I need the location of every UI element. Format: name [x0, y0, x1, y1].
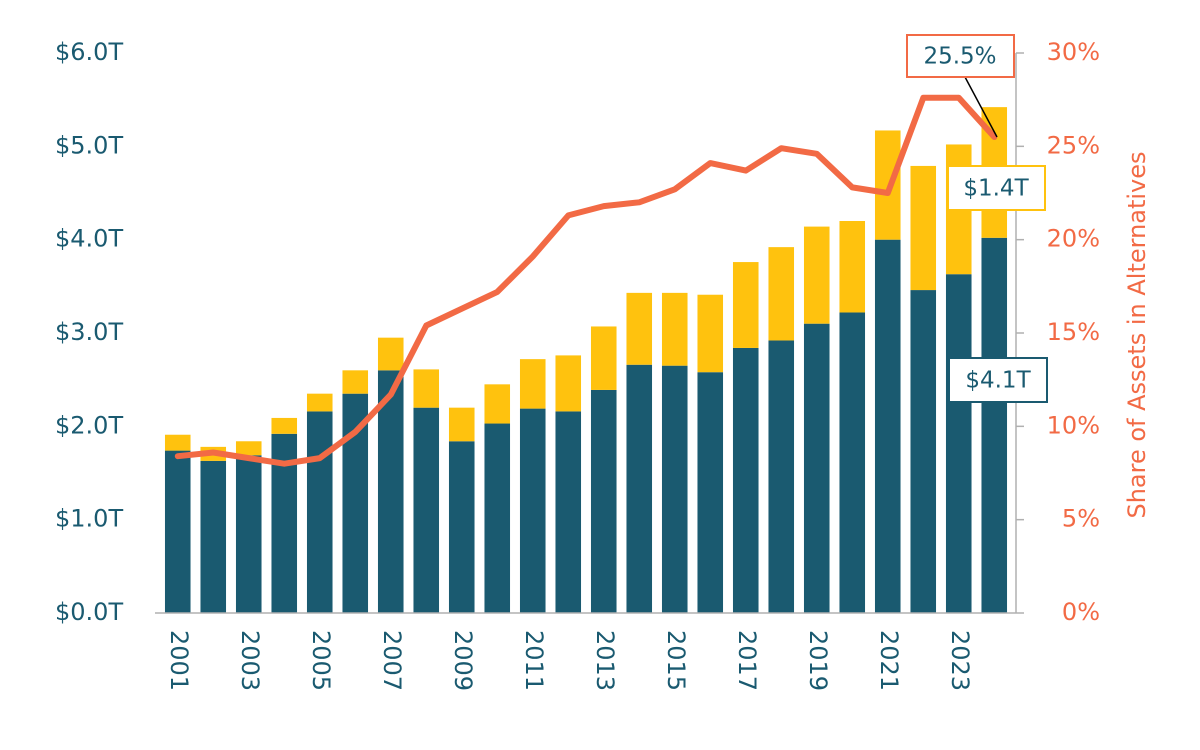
- right-axis-title: Share of Assets in Alternatives: [1123, 151, 1151, 518]
- bar-alt-2011: [519, 359, 546, 409]
- bar-alt-2005: [306, 393, 333, 412]
- x-tick-label: 2017: [733, 630, 761, 691]
- bar-base-2011: [519, 408, 546, 613]
- bottom-callout-box: [948, 357, 1048, 403]
- bar-base-2024: [981, 237, 1008, 614]
- bar-alt-2014: [626, 292, 653, 365]
- bar-alt-2020: [839, 221, 866, 313]
- left-tick-label: $0.0T: [55, 598, 123, 626]
- bar-base-2008: [413, 407, 440, 613]
- bar-base-2022: [910, 290, 937, 613]
- bar-base-2005: [306, 411, 333, 613]
- pct-callout-leader: [964, 76, 998, 138]
- share-line: [174, 94, 998, 467]
- right-tick-label: 15%: [1047, 318, 1100, 346]
- x-tick-label: 2001: [165, 630, 193, 691]
- right-tick-label: 0%: [1062, 598, 1100, 626]
- bar-base-2018: [768, 340, 795, 613]
- bar-base-2013: [590, 389, 617, 613]
- bar-alt-2019: [803, 226, 830, 324]
- bar-alt-2013: [590, 326, 617, 390]
- bar-alt-2016: [697, 294, 724, 373]
- x-tick-label: 2009: [449, 630, 477, 691]
- pct-callout-text: 25.5%: [923, 44, 996, 70]
- bar-base-2021: [874, 239, 901, 613]
- x-tick-label: 2021: [875, 630, 903, 691]
- right-tick-marks: [1016, 52, 1024, 614]
- bar-base-2014: [626, 364, 653, 613]
- right-tick-label: 10%: [1047, 411, 1100, 439]
- bar-alt-2022: [910, 165, 937, 291]
- x-tick-label: 2015: [662, 630, 690, 691]
- top-callout-text: $1.4T: [963, 176, 1029, 202]
- x-tick-label: 2007: [378, 630, 406, 691]
- pct-callout-box: [906, 34, 1015, 78]
- bar-base-2015: [661, 365, 688, 613]
- bar-base-2007: [377, 370, 404, 613]
- bar-alt-2004: [271, 417, 298, 434]
- x-tick-label: 2005: [307, 630, 335, 691]
- left-tick-label: $2.0T: [55, 411, 123, 439]
- bar-alt-2012: [555, 355, 582, 412]
- bar-base-2017: [732, 347, 759, 613]
- left-tick-label: $6.0T: [55, 38, 123, 66]
- bar-base-2001: [164, 450, 191, 613]
- bar-alt-2010: [484, 384, 511, 424]
- top-callout-box: [947, 165, 1046, 211]
- x-tick-label: 2003: [236, 630, 264, 691]
- left-tick-label: $1.0T: [55, 505, 123, 533]
- bar-alt-2009: [448, 407, 475, 442]
- x-tick-label: 2013: [591, 630, 619, 691]
- bar-base-2019: [803, 323, 830, 613]
- x-axis-labels: 2001 2003 2005 2007 2009 2011 2013 2015 2017 2019…: [165, 630, 974, 691]
- bar-base-2012: [555, 411, 582, 613]
- bar-alt-2008: [413, 369, 440, 408]
- bar-base-2003: [235, 455, 262, 613]
- left-tick-label: $5.0T: [55, 131, 123, 159]
- right-tick-label: 5%: [1062, 505, 1100, 533]
- x-tick-label: 2011: [520, 630, 548, 691]
- bar-alt-2007: [377, 337, 404, 371]
- right-axis-labels: 0% 5% 10% 15% 20% 25% 30%: [1047, 38, 1100, 626]
- right-tick-label: 30%: [1047, 38, 1100, 66]
- bar-alt-2003: [235, 441, 262, 456]
- right-tick-label: 20%: [1047, 225, 1100, 253]
- bar-alt-2006: [342, 370, 369, 394]
- line-series-group: [174, 94, 998, 467]
- right-tick-label: 25%: [1047, 131, 1100, 159]
- bar-alt-2001: [164, 434, 191, 451]
- bar-base-2002: [200, 460, 227, 613]
- bar-base-2016: [697, 372, 724, 613]
- left-tick-label: $3.0T: [55, 318, 123, 346]
- x-tick-label: 2019: [804, 630, 832, 691]
- bar-group: [164, 107, 1008, 614]
- left-tick-label: $4.0T: [55, 225, 123, 253]
- left-axis-labels: $0.0T $1.0T $2.0T $3.0T $4.0T $5.0T $6.0T: [55, 38, 123, 626]
- bar-alt-2015: [661, 292, 688, 366]
- bar-base-2023: [945, 274, 972, 613]
- bottom-callout-text: $4.1T: [965, 368, 1031, 394]
- bar-alt-2017: [732, 262, 759, 348]
- bar-base-2020: [839, 312, 866, 613]
- bar-alt-2018: [768, 247, 795, 341]
- x-tick-label: 2023: [946, 630, 974, 691]
- bar-base-2010: [484, 423, 511, 613]
- bar-base-2009: [448, 441, 475, 613]
